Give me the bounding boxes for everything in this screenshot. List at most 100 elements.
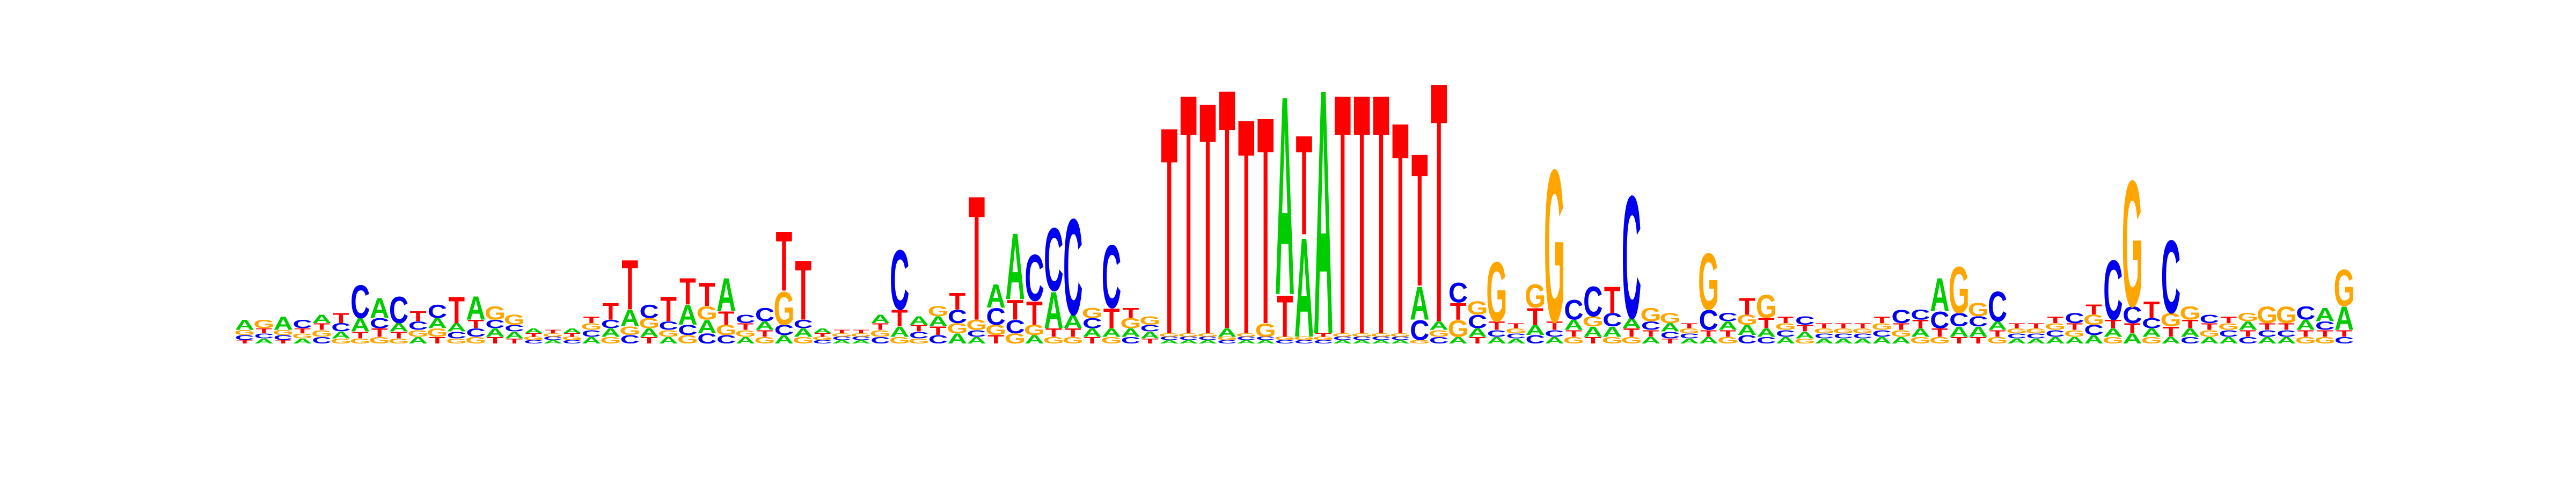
logo-letter-G: G: [1949, 254, 1970, 328]
logo-letter-A: A: [1911, 326, 1930, 339]
logo-letter-G: G: [407, 328, 428, 339]
logo-letter-C: C: [2065, 310, 2084, 326]
logo-letter-C: C: [1949, 310, 1968, 331]
logo-letter-G: G: [1371, 332, 1392, 338]
logo-letter-G: G: [947, 320, 968, 336]
logo-letter-A: A: [370, 292, 389, 324]
logo-letter-G: G: [2199, 328, 2220, 339]
logo-letter-T: T: [583, 314, 600, 325]
logo-letter-C: C: [292, 318, 312, 331]
logo-letter-C: C: [2161, 219, 2180, 335]
logo-letter-G: G: [1929, 335, 1950, 346]
logo-letter-A: A: [1853, 337, 1872, 345]
logo-letter-C: C: [1911, 307, 1930, 323]
logo-letter-C: C: [2123, 302, 2142, 328]
logo-letter-T: T: [1739, 294, 1755, 320]
logo-letter-C: C: [504, 323, 524, 334]
logo-letter-A: A: [1448, 335, 1468, 346]
logo-letter-G: G: [812, 336, 833, 341]
logo-letter-A: A: [350, 315, 370, 336]
logo-letter-T: T: [1700, 328, 1717, 339]
logo-letter-A: A: [1044, 282, 1063, 340]
logo-letter-T: T: [2182, 318, 2199, 331]
logo-letter-C: C: [716, 333, 736, 346]
logo-letter-A: A: [851, 339, 870, 345]
logo-letter-T: T: [1951, 335, 1967, 346]
logo-letter-A: A: [2296, 317, 2315, 333]
logo-letter-A: A: [1776, 335, 1795, 346]
logo-letter-A: A: [640, 326, 659, 339]
logo-letter-C: C: [2257, 328, 2277, 339]
logo-letter-C: C: [1737, 333, 1757, 346]
logo-letter-G: G: [619, 325, 640, 338]
logo-letter-T: T: [2201, 321, 2218, 332]
logo-letter-A: A: [292, 337, 312, 345]
logo-letter-T: T: [1662, 337, 1679, 345]
logo-letter-G: G: [1505, 327, 1526, 335]
logo-letter-G: G: [1082, 305, 1103, 321]
logo-letter-C: C: [1834, 332, 1853, 340]
logo-letter-C: C: [485, 318, 504, 331]
logo-letter-A: A: [1468, 326, 1487, 339]
logo-letter-A: A: [794, 326, 813, 339]
logo-letter-C: C: [1024, 241, 1044, 316]
logo-letter-T: T: [737, 321, 754, 332]
logo-letter-A: A: [1968, 324, 1988, 340]
logo-letter-C: C: [370, 316, 389, 332]
logo-letter-A: A: [1795, 330, 1814, 341]
logo-letter-T: T: [699, 276, 715, 313]
logo-letter-G: G: [1871, 321, 1892, 332]
logo-letter-C: C: [1660, 330, 1680, 341]
logo-letter-T: T: [2066, 321, 2083, 332]
logo-letter-C: C: [2219, 328, 2238, 339]
logo-letter-G: G: [1448, 316, 1469, 342]
logo-letter-T: T: [1450, 298, 1467, 325]
logo-letter-C: C: [1294, 339, 1314, 345]
logo-letter-G: G: [1063, 335, 1084, 346]
logo-letter-C: C: [543, 336, 562, 341]
logo-letter-G: G: [1679, 327, 1700, 335]
logo-letter-G: G: [1640, 305, 1661, 326]
logo-letter-A: A: [1082, 326, 1102, 339]
logo-letter-T: T: [2009, 321, 2025, 330]
logo-letter-C: C: [2238, 335, 2257, 346]
logo-letter-T: T: [2317, 328, 2333, 339]
logo-letter-G: G: [697, 303, 718, 324]
logo-letter-T: T: [564, 332, 581, 338]
logo-letter-C: C: [1236, 336, 1256, 341]
logo-letter-T: T: [1874, 314, 1890, 325]
logo-letter-T: T: [1161, 65, 1177, 397]
logo-letter-G: G: [1293, 336, 1314, 341]
logo-letter-T: T: [1065, 326, 1081, 339]
logo-letter-G: G: [985, 322, 1006, 338]
logo-letter-G: G: [1197, 332, 1218, 338]
logo-letter-T: T: [1719, 328, 1736, 339]
logo-letter-G: G: [523, 336, 544, 341]
logo-letter-A: A: [1699, 335, 1718, 346]
logo-letter-G: G: [234, 328, 255, 336]
logo-letter-C: C: [870, 335, 890, 346]
logo-letter-G: G: [1351, 332, 1372, 338]
logo-letter-A: A: [582, 335, 601, 346]
logo-letter-A: A: [1564, 317, 1583, 333]
logo-letter-T: T: [1373, 23, 1389, 407]
logo-letter-A: A: [736, 335, 755, 346]
logo-letter-T: T: [313, 321, 330, 332]
logo-letter-A: A: [1294, 208, 1314, 367]
logo-letter-A: A: [1545, 335, 1564, 346]
